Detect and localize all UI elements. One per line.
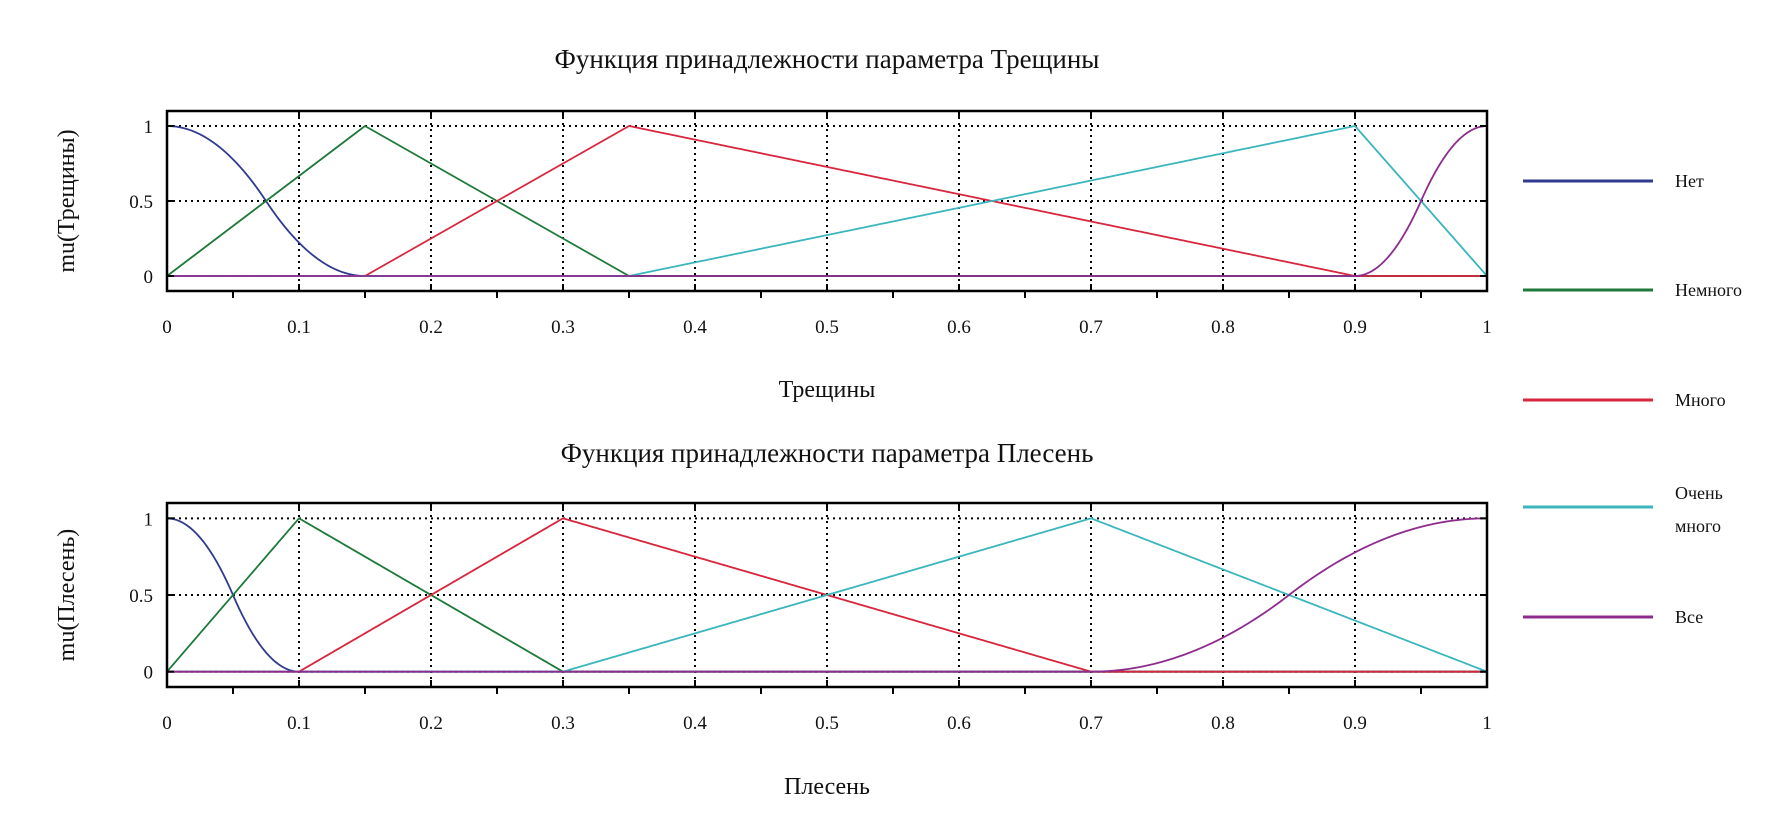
chart-panel-1: Функция принадлежности параметра Трещины… [54,44,1492,403]
x-tick-label: 0.4 [683,713,707,734]
x-tick-label: 0.1 [287,713,311,734]
x-tick-label: 0.9 [1343,317,1367,338]
series-line-vse [167,125,1488,277]
x-tick-label: 0.7 [1079,317,1103,338]
legend-label: Немного [1675,280,1742,300]
x-tick-label: 0.2 [419,713,443,734]
x-tick-label: 0.8 [1211,317,1235,338]
legend-item-net: Нет [1523,171,1704,191]
x-tick-label: 1 [1482,317,1492,338]
legend-label: много [1675,516,1721,536]
legend-label: Все [1675,607,1703,627]
y-tick-label: 0 [144,663,154,684]
chart-panel-2: Функция принадлежности параметра Плесень… [54,438,1492,800]
charts-layer: Функция принадлежности параметра Трещины… [54,44,1492,800]
y-tick-label: 0 [144,267,154,288]
series-line-vse [167,517,1488,673]
legend-label: Много [1675,390,1726,410]
x-tick-label: 0.3 [551,317,575,338]
series-line-mnogo [167,125,1487,277]
legend-item-nemnogo: Немного [1523,280,1742,300]
x-tick-label: 0.9 [1343,713,1367,734]
chart-title: Функция принадлежности параметра Трещины [555,44,1100,74]
x-tick-label: 0.7 [1079,713,1103,734]
x-axis-label: Плесень [784,774,870,800]
x-tick-label: 0.6 [947,317,971,338]
x-tick-label: 0.2 [419,317,443,338]
x-tick-label: 0.6 [947,713,971,734]
y-tick-label: 0.5 [129,586,153,607]
legend-item-ochen: Очень много [1523,483,1723,536]
y-axis-label: mu(Трещины) [54,129,80,272]
x-axis-label: Трещины [779,377,876,403]
series-group [166,517,1488,673]
x-tick-label: 1 [1482,713,1492,734]
x-tick-label: 0.3 [551,713,575,734]
legend-item-mnogo: Много [1523,390,1726,410]
y-tick-label: 1 [144,509,154,530]
x-tick-label: 0 [162,713,172,734]
y-tick-label: 1 [144,117,154,138]
legend-item-vse: Все [1523,607,1703,627]
x-tick-label: 0.5 [815,317,839,338]
legend: Нет Немного Много Очень много Все [1523,171,1742,627]
legend-label: Нет [1675,171,1704,191]
chart-title: Функция принадлежности параметра Плесень [561,438,1094,468]
y-tick-label: 0.5 [129,192,153,213]
x-tick-label: 0.1 [287,317,311,338]
legend-label: Очень [1675,483,1723,503]
y-axis-label: mu(Плесень) [54,529,80,662]
x-tick-label: 0.4 [683,317,707,338]
x-tick-label: 0 [162,317,172,338]
series-group [166,125,1488,277]
x-tick-label: 0.5 [815,713,839,734]
x-tick-label: 0.8 [1211,713,1235,734]
